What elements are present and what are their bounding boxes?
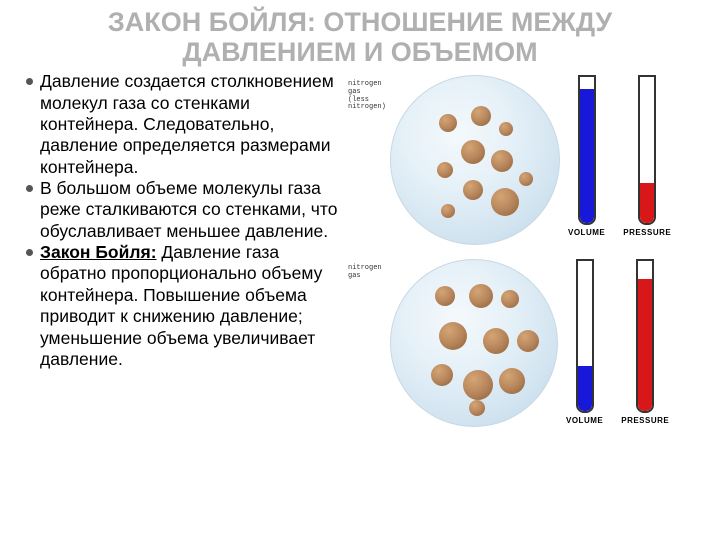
- molecule: [435, 286, 455, 306]
- gas-sphere: [390, 75, 560, 245]
- gas-sphere: [390, 259, 558, 427]
- molecule: [517, 330, 539, 352]
- molecule: [499, 368, 525, 394]
- molecule: [491, 150, 513, 172]
- volume-gauge: Volume: [566, 259, 603, 425]
- gauge-label: Volume: [566, 416, 603, 425]
- molecule: [463, 180, 483, 200]
- molecule: [431, 364, 453, 386]
- pressure-gauge: Pressure: [621, 259, 669, 425]
- molecule: [441, 204, 455, 218]
- molecule: [499, 122, 513, 136]
- pressure-gauge: Pressure: [623, 75, 671, 237]
- text-column: Давление создается столкновением молекул…: [8, 71, 348, 429]
- gauge-fill: [640, 183, 654, 224]
- molecule: [483, 328, 509, 354]
- diagram-column: nitrogen gas (less nitrogen) Volume Pres…: [348, 71, 702, 429]
- slide-title: ЗАКОН БОЙЛЯ: ОТНОШЕНИЕ МЕЖДУ ДАВЛЕНИЕМ И…: [0, 0, 720, 71]
- sphere-container: [390, 75, 560, 245]
- content-row: Давление создается столкновением молекул…: [0, 71, 720, 429]
- molecule: [469, 400, 485, 416]
- molecule: [519, 172, 533, 186]
- gauge-group: Volume Pressure: [566, 259, 669, 429]
- molecule: [439, 114, 457, 132]
- gauge-fill: [578, 366, 592, 411]
- gauge-label: Pressure: [621, 416, 669, 425]
- title-line1: ЗАКОН БОЙЛЯ: ОТНОШЕНИЕ МЕЖДУ: [108, 7, 612, 37]
- panel-low-volume: nitrogen gas Volume Pressure: [348, 259, 702, 429]
- sphere-container: [390, 259, 558, 427]
- bullet-item: Закон Бойля: Давление газа обратно пропо…: [26, 242, 344, 370]
- molecule: [463, 370, 493, 400]
- molecule: [469, 284, 493, 308]
- panel-label: nitrogen gas: [348, 259, 382, 280]
- gauge-label: Volume: [568, 228, 605, 237]
- gauge-tube: [578, 75, 596, 225]
- gauge-tube: [636, 259, 654, 413]
- bullet-item: Давление создается столкновением молекул…: [26, 71, 344, 178]
- gauge-fill: [638, 279, 652, 411]
- molecule: [461, 140, 485, 164]
- gauge-tube: [638, 75, 656, 225]
- bullet-item: В большом объеме молекулы газа реже стал…: [26, 178, 344, 242]
- panel-high-volume: nitrogen gas (less nitrogen) Volume Pres…: [348, 75, 702, 245]
- bullet-list: Давление создается столкновением молекул…: [26, 71, 344, 370]
- panel-label: nitrogen gas (less nitrogen): [348, 75, 382, 112]
- molecule: [491, 188, 519, 216]
- gauge-tube: [576, 259, 594, 413]
- gauge-label: Pressure: [623, 228, 671, 237]
- volume-gauge: Volume: [568, 75, 605, 237]
- molecule: [471, 106, 491, 126]
- molecule: [437, 162, 453, 178]
- molecule: [439, 322, 467, 350]
- molecule: [501, 290, 519, 308]
- gauge-fill: [580, 89, 594, 223]
- title-line2: ДАВЛЕНИЕМ И ОБЪЕМОМ: [182, 37, 537, 67]
- gauge-group: Volume Pressure: [568, 75, 671, 241]
